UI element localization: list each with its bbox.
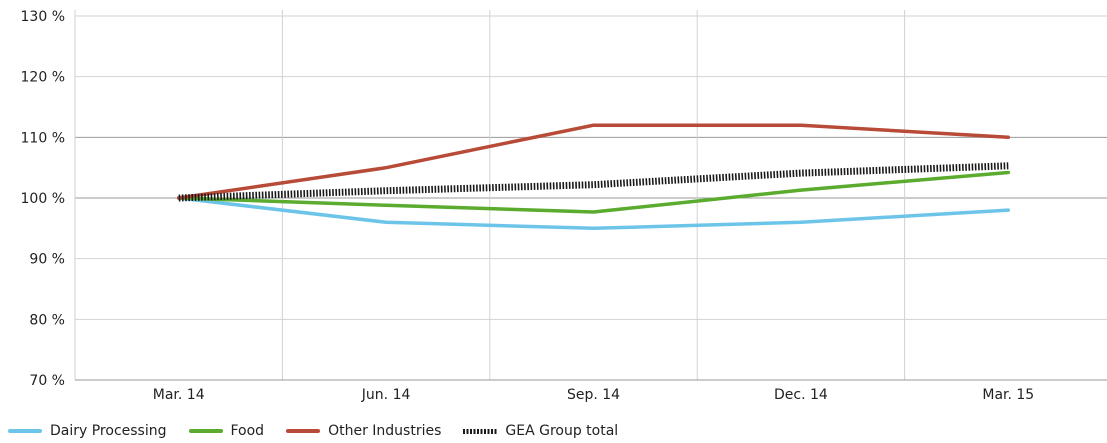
legend-swatch	[8, 429, 42, 433]
series-lines	[176, 123, 1011, 231]
x-tick-label: Dec. 14	[774, 387, 828, 403]
y-tick-label: 90 %	[29, 252, 65, 268]
x-tick-label: Sep. 14	[567, 387, 620, 403]
legend-swatch	[463, 428, 498, 434]
x-tick-label: Mar. 14	[153, 387, 205, 403]
x-tick-label: Mar. 15	[982, 387, 1034, 403]
legend-swatch	[286, 429, 321, 433]
series-line-dairy-processing	[176, 196, 1011, 231]
grid	[74, 10, 1107, 381]
y-axis: 70 % 80 % 90 % 100 % 110 % 120 % 130 %	[21, 9, 65, 389]
y-tick-label: 80 %	[29, 312, 65, 328]
legend-item-food: Food	[188, 423, 265, 439]
series-line-food	[176, 170, 1011, 214]
legend: Dairy Processing Food Other Industries G…	[8, 423, 640, 439]
series-line-gea-group-total	[178, 162, 1009, 202]
y-tick-label: 70 %	[29, 373, 65, 389]
legend-swatch	[188, 429, 223, 433]
legend-item-dairy-processing: Dairy Processing	[8, 423, 167, 439]
series-line-other-industries	[176, 123, 1011, 200]
legend-label: Dairy Processing	[50, 423, 167, 439]
y-tick-label: 100 %	[21, 191, 65, 207]
line-chart: 70 % 80 % 90 % 100 % 110 % 120 % 130 % Mar. 14…	[21, 9, 1107, 403]
y-tick-label: 120 %	[21, 70, 65, 86]
x-tick-label: Jun. 14	[361, 387, 411, 403]
y-tick-label: 130 %	[21, 9, 65, 25]
legend-label: GEA Group total	[505, 423, 619, 439]
legend-label: Food	[230, 423, 265, 439]
legend-label: Other Industries	[328, 423, 442, 439]
x-axis: Mar. 14 Jun. 14 Sep. 14 Dec. 14 Mar. 15	[153, 387, 1034, 403]
legend-item-gea-group-total: GEA Group total	[463, 423, 618, 439]
y-tick-label: 110 %	[21, 130, 65, 146]
legend-item-other-industries: Other Industries	[286, 423, 441, 439]
